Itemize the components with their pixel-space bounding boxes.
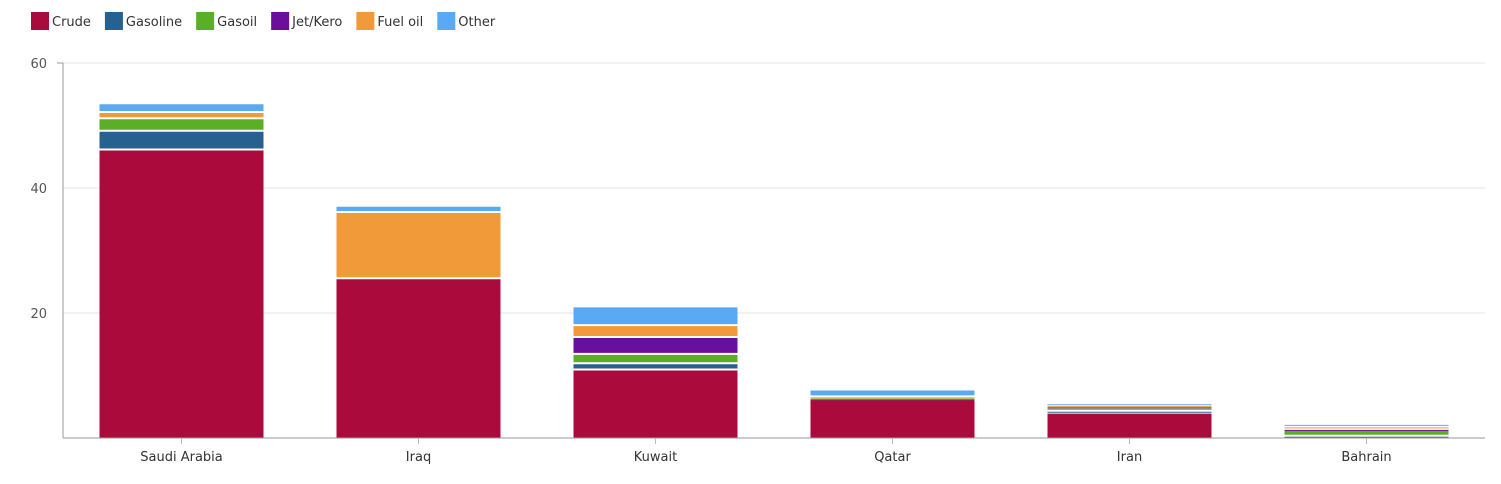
legend-item[interactable]: Other: [437, 12, 496, 30]
x-tick-label: Saudi Arabia: [140, 450, 223, 465]
bar-stack[interactable]: [1047, 404, 1212, 438]
legend-item[interactable]: Jet/Kero: [271, 12, 342, 30]
category-labels: Saudi Arabia Iraq Kuwait Qatar Iran Bahrain: [140, 438, 1392, 465]
bar-stack[interactable]: [99, 104, 264, 439]
gridlines: [63, 62, 1485, 314]
y-tick-labels: 20 40 60: [30, 57, 47, 322]
legend-label: Gasoil: [217, 15, 257, 30]
legend-swatch: [31, 12, 49, 30]
x-tick-label: Iran: [1117, 450, 1142, 465]
legend-swatch: [196, 12, 215, 30]
bar-segment-gasoil[interactable]: [1047, 408, 1212, 410]
x-tick-label: Kuwait: [634, 450, 677, 465]
bar-segment-fuel-oil[interactable]: [573, 326, 738, 336]
legend-label: Fuel oil: [377, 15, 423, 30]
bar-segment-other[interactable]: [810, 390, 975, 396]
legend-item[interactable]: Crude: [31, 12, 91, 30]
legend-label: Jet/Kero: [291, 15, 342, 30]
bar-segment-other[interactable]: [573, 307, 738, 325]
bar-segment-crude[interactable]: [573, 370, 738, 439]
bar-segment-gasoil[interactable]: [99, 119, 264, 130]
bar-segment-crude[interactable]: [99, 150, 264, 439]
y-tick-label: 60: [30, 57, 47, 72]
bar-segment-gasoline[interactable]: [1047, 411, 1212, 413]
bar-segment-fuel-oil[interactable]: [1047, 406, 1212, 408]
bar-segment-fuel-oil[interactable]: [810, 397, 975, 399]
bar-segment-other[interactable]: [1047, 404, 1212, 406]
bar-segment-jet-kero[interactable]: [1284, 429, 1449, 431]
legend-swatch: [271, 12, 290, 30]
bar-segment-crude[interactable]: [810, 399, 975, 438]
legend-item[interactable]: Fuel oil: [356, 12, 423, 30]
bar-segment-other[interactable]: [1284, 424, 1449, 426]
axes: [57, 62, 1485, 439]
y-tick-label: 40: [30, 182, 47, 197]
legend-swatch: [104, 12, 123, 30]
legend-item[interactable]: Gasoline: [104, 12, 182, 30]
x-tick-label: Iraq: [406, 450, 431, 465]
bar-segment-gasoil[interactable]: [1284, 430, 1449, 435]
bar-segment-other[interactable]: [99, 104, 264, 111]
bar-segment-fuel-oil[interactable]: [1284, 427, 1449, 429]
bar-stack[interactable]: [810, 390, 975, 439]
bar-segment-jet-kero[interactable]: [1047, 407, 1212, 409]
bar-segment-gasoline[interactable]: [99, 131, 264, 149]
legend-label: Other: [458, 15, 496, 30]
bar-segment-gasoil[interactable]: [573, 354, 738, 363]
legend-swatch: [356, 12, 375, 30]
legend-swatch: [437, 12, 456, 30]
bar-segment-crude[interactable]: [336, 279, 501, 438]
legend-item[interactable]: Gasoil: [196, 12, 257, 30]
bar-segment-gasoline[interactable]: [1284, 436, 1449, 438]
bar-stack[interactable]: [336, 206, 501, 438]
bar-segment-gasoline[interactable]: [573, 364, 738, 369]
bar-segment-jet-kero[interactable]: [573, 338, 738, 353]
y-tick-label: 20: [30, 307, 47, 322]
legend-label: Crude: [52, 15, 91, 30]
bar-segment-gasoline[interactable]: [810, 399, 975, 401]
bar-segment-crude[interactable]: [1047, 413, 1212, 438]
legend: Crude Gasoline Gasoil Jet/Kero Fuel oil Other: [31, 12, 496, 30]
x-tick-label: Bahrain: [1341, 450, 1391, 465]
bar-stack[interactable]: [573, 307, 738, 439]
x-tick-label: Qatar: [874, 450, 911, 465]
bar-segment-other[interactable]: [336, 206, 501, 211]
bars: [99, 104, 1449, 439]
bar-segment-fuel-oil[interactable]: [336, 213, 501, 278]
legend-label: Gasoline: [126, 15, 182, 30]
bar-segment-gasoil[interactable]: [810, 398, 975, 400]
bar-segment-fuel-oil[interactable]: [99, 113, 264, 118]
bar-stack[interactable]: [1284, 424, 1449, 439]
